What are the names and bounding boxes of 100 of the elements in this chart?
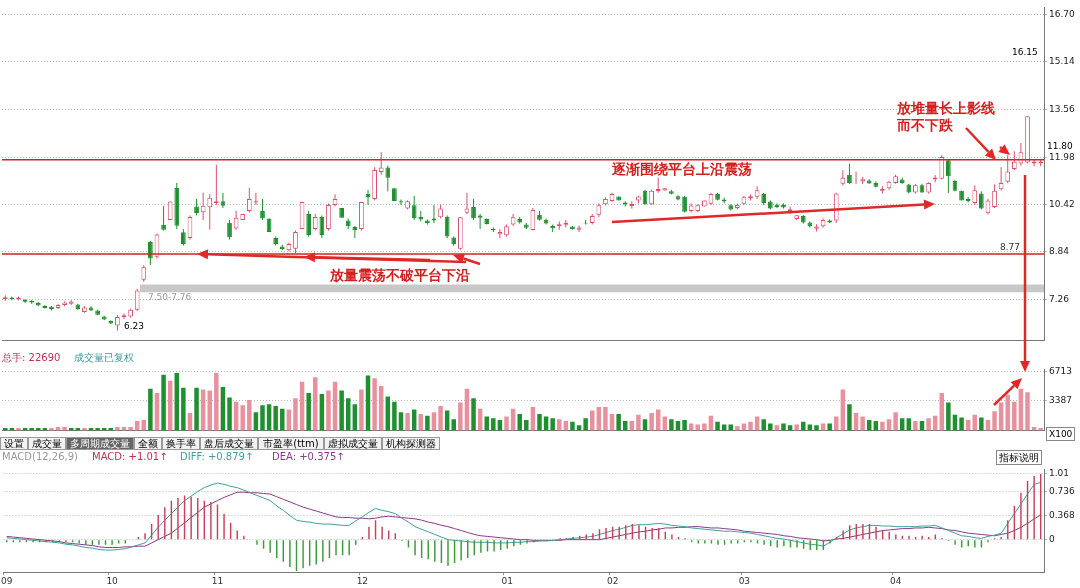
bar bbox=[484, 416, 489, 431]
bar bbox=[946, 402, 951, 431]
x-tick-label: 12 bbox=[356, 575, 369, 586]
bar bbox=[649, 413, 654, 431]
bar bbox=[735, 426, 740, 431]
candlestick bbox=[477, 213, 483, 230]
bar bbox=[359, 389, 364, 431]
bar bbox=[62, 427, 67, 431]
y-tick-label: 16.70 bbox=[1049, 9, 1076, 20]
y-tick-label: 1.01 bbox=[1049, 468, 1070, 479]
bar bbox=[827, 423, 832, 431]
bar bbox=[893, 412, 898, 431]
bar bbox=[293, 398, 298, 431]
bar bbox=[669, 419, 674, 431]
bar bbox=[636, 414, 641, 431]
candlestick bbox=[939, 154, 945, 180]
candlestick bbox=[260, 198, 265, 221]
bar bbox=[748, 421, 753, 431]
y-tick-label: 13.56 bbox=[1049, 103, 1076, 114]
candlestick bbox=[293, 230, 298, 254]
bar bbox=[860, 416, 865, 431]
bar bbox=[372, 378, 377, 431]
bar bbox=[339, 390, 344, 431]
y-tick-label: 11.98 bbox=[1049, 151, 1076, 162]
bar bbox=[761, 419, 766, 431]
bar bbox=[583, 418, 588, 431]
bar bbox=[240, 405, 245, 431]
bar bbox=[326, 390, 331, 431]
candlestick bbox=[161, 205, 166, 232]
annotation: 6.23 bbox=[124, 320, 145, 332]
bar bbox=[148, 388, 153, 431]
candlestick bbox=[992, 183, 997, 209]
bar bbox=[616, 413, 621, 431]
candlestick bbox=[134, 288, 140, 312]
bar bbox=[682, 420, 687, 431]
annotation: 逐渐围绕平台上沿震荡 bbox=[612, 161, 752, 178]
candlestick bbox=[326, 202, 331, 232]
bar bbox=[504, 416, 509, 431]
bar bbox=[1025, 392, 1030, 431]
text: 多周期成交量 bbox=[66, 437, 134, 450]
bar bbox=[1005, 394, 1010, 431]
bar bbox=[880, 421, 885, 431]
x-tick-label: 09 bbox=[1, 575, 13, 586]
bar bbox=[1012, 401, 1017, 431]
bar bbox=[801, 421, 806, 431]
bar bbox=[313, 377, 318, 431]
text: DIFF: +0.879↑ bbox=[180, 450, 254, 463]
candlestick bbox=[411, 195, 417, 221]
bar bbox=[702, 423, 707, 431]
bar bbox=[306, 393, 311, 431]
bar bbox=[834, 416, 839, 431]
text: MACD(12,26,9) bbox=[2, 450, 78, 463]
y-tick-label: 0 bbox=[1049, 534, 1055, 545]
text: 市盈率(ttm) bbox=[258, 437, 324, 450]
text: 设置 bbox=[0, 437, 28, 450]
bar bbox=[491, 418, 496, 431]
bar bbox=[227, 397, 232, 431]
bar bbox=[557, 419, 562, 431]
candlestick bbox=[319, 214, 325, 239]
bar bbox=[728, 424, 733, 431]
bar bbox=[794, 424, 799, 431]
candlestick bbox=[207, 193, 213, 231]
x-tick-label: 01 bbox=[501, 575, 513, 586]
bar bbox=[992, 411, 997, 431]
candlestick bbox=[444, 214, 450, 239]
y-tick-label: 10.42 bbox=[1049, 198, 1075, 209]
annotation: 放堆量长上影线而不下跌 bbox=[897, 100, 996, 134]
bar bbox=[405, 413, 410, 431]
y-tick-label: 0.736 bbox=[1049, 486, 1076, 497]
annotation: 16.15 bbox=[1012, 46, 1038, 58]
bar bbox=[438, 406, 443, 431]
bar bbox=[959, 417, 964, 431]
bar bbox=[847, 404, 852, 431]
candlestick bbox=[840, 169, 846, 186]
bar bbox=[194, 387, 199, 431]
text: 总手: 22690 bbox=[2, 351, 61, 364]
text: 换手率 bbox=[162, 437, 200, 450]
bar bbox=[128, 427, 133, 431]
text: 虚拟成交量 bbox=[324, 437, 382, 450]
bar bbox=[926, 418, 931, 431]
bar bbox=[768, 423, 773, 431]
text: X100 bbox=[1046, 427, 1076, 441]
bar bbox=[524, 420, 529, 431]
text: 成交量已复权 bbox=[74, 351, 134, 364]
y-tick-label: 8.84 bbox=[1049, 246, 1070, 257]
x-tick-label: 10 bbox=[106, 575, 119, 586]
text: MACD: +1.01↑ bbox=[92, 450, 168, 463]
candlestick bbox=[246, 187, 252, 213]
x-tick-label: 11 bbox=[211, 575, 224, 586]
bar bbox=[181, 387, 186, 431]
bar bbox=[550, 418, 555, 431]
x-tick-label: 03 bbox=[738, 575, 751, 586]
text: 盘后成交量 bbox=[200, 437, 258, 450]
text: 11.80 bbox=[1047, 140, 1073, 152]
candlestick bbox=[1005, 154, 1011, 184]
y-tick-label: 6713 bbox=[1049, 366, 1072, 377]
bar bbox=[471, 398, 476, 431]
bar bbox=[715, 421, 720, 431]
bar bbox=[273, 406, 278, 431]
x-tick-label: 04 bbox=[890, 575, 902, 586]
